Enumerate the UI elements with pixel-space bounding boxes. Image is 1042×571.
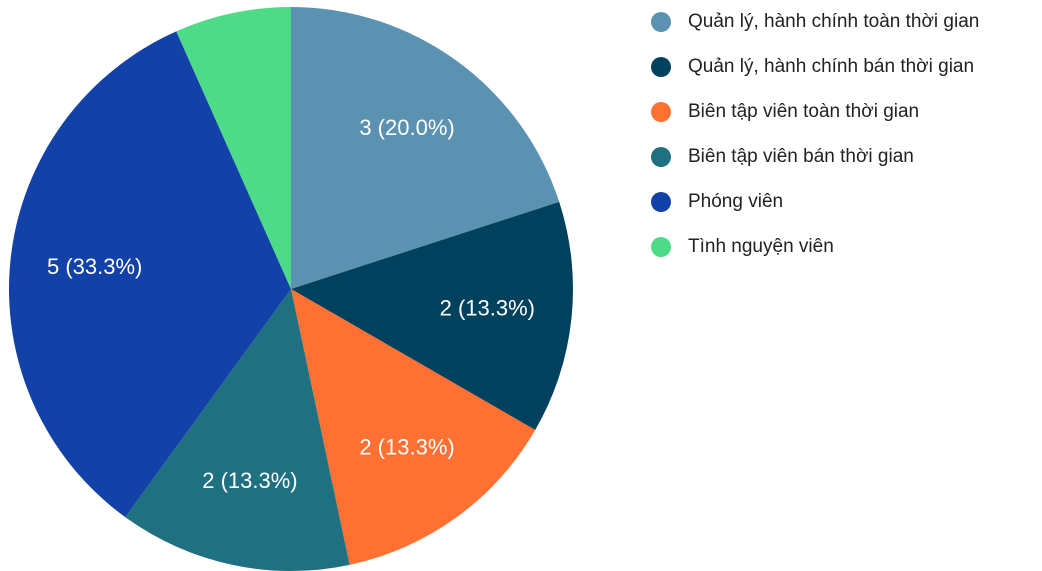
pie-slice [291, 289, 536, 565]
slice-label: 2 (13.3%) [440, 295, 535, 320]
legend-swatch [651, 57, 671, 77]
legend-label: Biên tập viên bán thời gian [688, 146, 914, 167]
pie-slice [176, 6, 291, 289]
legend-label: Phóng viên [688, 191, 783, 212]
legend-swatch [651, 147, 671, 167]
slice-label: 3 (20.0%) [359, 115, 454, 140]
legend-label: Biên tập viên toàn thời gian [688, 101, 919, 122]
slice-label: 2 (13.3%) [202, 468, 297, 493]
legend-swatch [651, 12, 671, 32]
legend-swatch [651, 237, 671, 257]
legend-label: Quản lý, hành chính toàn thời gian [688, 11, 979, 32]
pie-slice [8, 31, 291, 518]
legend-label: Tình nguyện viên [688, 236, 834, 257]
slice-label: 5 (33.3%) [47, 254, 142, 279]
legend-label: Quản lý, hành chính bán thời gian [688, 56, 974, 77]
legend-swatch [651, 192, 671, 212]
pie-slice [291, 7, 560, 289]
slice-label: 2 (13.3%) [359, 435, 454, 460]
pie-slice [125, 289, 350, 571]
legend-swatch [651, 102, 671, 122]
pie-slice [291, 201, 573, 430]
